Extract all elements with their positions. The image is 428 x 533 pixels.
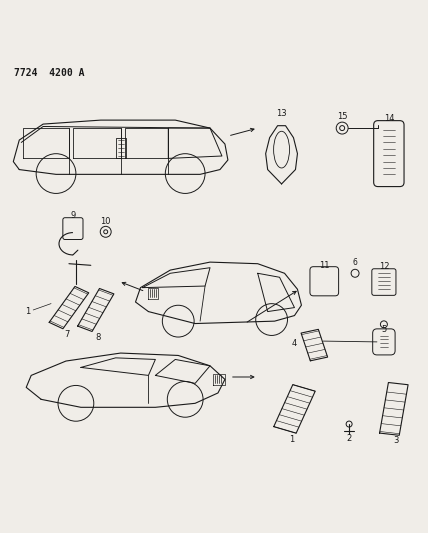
Text: 5: 5 <box>381 325 386 334</box>
Text: 9: 9 <box>70 211 76 220</box>
Text: 10: 10 <box>101 217 111 226</box>
Text: 15: 15 <box>337 112 348 122</box>
Text: 11: 11 <box>319 261 330 270</box>
Text: 1: 1 <box>26 307 31 316</box>
Text: 13: 13 <box>276 109 287 118</box>
Text: 8: 8 <box>95 333 101 342</box>
Text: 4: 4 <box>292 339 297 348</box>
Text: 2: 2 <box>347 434 352 443</box>
Text: 3: 3 <box>393 437 398 445</box>
Text: 14: 14 <box>383 114 394 123</box>
Text: 7724  4200 A: 7724 4200 A <box>14 68 85 78</box>
Text: 7: 7 <box>64 330 70 339</box>
Text: 12: 12 <box>379 262 389 271</box>
Text: 1: 1 <box>289 435 294 443</box>
Text: 6: 6 <box>353 259 357 268</box>
